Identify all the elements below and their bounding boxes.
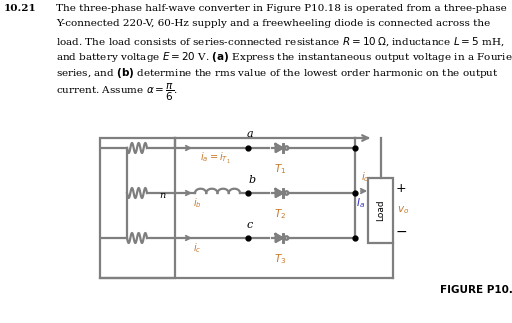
Text: $i_a = i_{T_1}$: $i_a = i_{T_1}$: [200, 151, 230, 165]
Text: Load: Load: [376, 200, 385, 221]
Polygon shape: [275, 234, 283, 242]
Text: a: a: [247, 129, 253, 139]
Text: −: −: [396, 225, 408, 239]
Text: $T_2$: $T_2$: [274, 207, 286, 221]
Text: The three-phase half-wave converter in Figure P10.18 is operated from a three-ph: The three-phase half-wave converter in F…: [56, 4, 507, 13]
Text: c: c: [247, 220, 253, 230]
Text: $I_a$: $I_a$: [356, 196, 365, 210]
Text: $T_3$: $T_3$: [274, 252, 286, 266]
Polygon shape: [275, 144, 283, 152]
Bar: [368, 178, 393, 243]
Text: n: n: [159, 191, 165, 200]
Text: $T_1$: $T_1$: [274, 162, 286, 176]
Text: $i_b$: $i_b$: [193, 196, 201, 210]
Text: $i_c$: $i_c$: [193, 241, 201, 255]
Text: b: b: [248, 175, 255, 185]
Text: FIGURE P10.18: FIGURE P10.18: [440, 285, 512, 295]
Text: series, and $\mathbf{(b)}$ determine the rms value of the lowest order harmonic : series, and $\mathbf{(b)}$ determine the…: [56, 66, 499, 80]
Text: $i_o$: $i_o$: [360, 170, 370, 184]
Text: 10.21: 10.21: [4, 4, 37, 13]
Text: load. The load consists of series-connected resistance $R = 10\,\Omega$, inducta: load. The load consists of series-connec…: [56, 35, 505, 48]
Text: current. Assume $\alpha = \dfrac{\pi}{6}$.: current. Assume $\alpha = \dfrac{\pi}{6}…: [56, 81, 178, 103]
Polygon shape: [275, 189, 283, 197]
Bar: [100, 138, 175, 278]
Text: Y-connected 220-V, 60-Hz supply and a freewheeling diode is connected across the: Y-connected 220-V, 60-Hz supply and a fr…: [56, 19, 490, 28]
Text: $v_o$: $v_o$: [397, 204, 409, 216]
Text: and battery voltage $E = 20$ V. $\mathbf{(a)}$ Express the instantaneous output : and battery voltage $E = 20$ V. $\mathbf…: [56, 50, 512, 65]
Text: +: +: [396, 182, 407, 195]
